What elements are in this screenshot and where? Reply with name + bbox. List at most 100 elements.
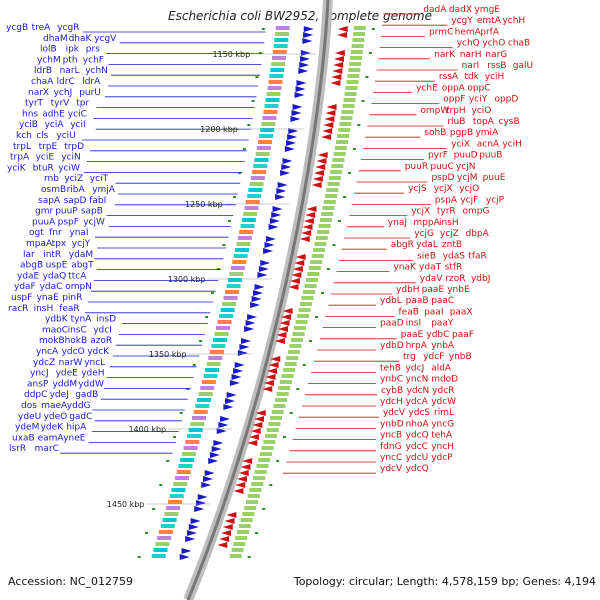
feature-block bbox=[241, 218, 256, 222]
forward-gene-label: ymjA bbox=[92, 185, 116, 195]
feature-block bbox=[294, 326, 307, 330]
forward-gene-label: ipk bbox=[66, 45, 80, 55]
feature-block bbox=[263, 440, 276, 444]
feature-block bbox=[211, 344, 226, 348]
reverse-gene-label: topA bbox=[473, 117, 495, 127]
feature-block bbox=[318, 224, 331, 228]
reverse-gene-label: ompG bbox=[462, 207, 489, 217]
feature-block bbox=[242, 512, 255, 516]
forward-gene-arrow bbox=[250, 302, 261, 308]
feature-block bbox=[314, 242, 327, 246]
reverse-gene-label: hemA bbox=[455, 27, 482, 37]
reverse-gene-arrow bbox=[334, 50, 345, 56]
reverse-gene-label: yciO bbox=[472, 106, 492, 116]
reverse-gene-label: ompW bbox=[420, 106, 449, 116]
forward-gene-label: ydaF bbox=[14, 282, 36, 292]
tick-dot bbox=[254, 532, 258, 534]
reverse-gene-label: ydbH bbox=[396, 285, 420, 295]
reverse-gene-arrow bbox=[314, 170, 325, 176]
feature-block bbox=[248, 188, 263, 192]
feature-glyph-layer bbox=[137, 26, 375, 560]
forward-gene-arrow bbox=[194, 506, 205, 512]
tick-dot bbox=[352, 148, 356, 150]
tick-dot bbox=[233, 196, 237, 198]
forward-gene-label: ycjW bbox=[83, 217, 105, 227]
kbp-marker-label: 1150 kbp bbox=[212, 50, 250, 59]
feature-block bbox=[219, 314, 234, 318]
feature-block bbox=[273, 44, 288, 48]
reverse-gene-label: ycjP bbox=[486, 195, 505, 205]
reverse-gene-label: rssB bbox=[487, 61, 506, 71]
feature-block bbox=[195, 404, 210, 408]
forward-gene-label: gadB bbox=[75, 390, 98, 400]
reverse-gene-label: galU bbox=[513, 61, 533, 71]
feature-block bbox=[333, 152, 346, 156]
forward-gene-label: yncJ bbox=[30, 369, 49, 379]
feature-block bbox=[230, 266, 245, 270]
forward-gene-label: tyrV bbox=[51, 99, 71, 109]
feature-block bbox=[254, 470, 267, 474]
forward-gene-label: abgT bbox=[71, 261, 94, 271]
reverse-gene-label: pgpB bbox=[450, 128, 473, 138]
forward-gene-label: ydbK bbox=[45, 315, 69, 325]
reverse-gene-arrow bbox=[270, 356, 281, 362]
feature-block bbox=[284, 362, 297, 366]
feature-block bbox=[353, 26, 366, 30]
feature-block bbox=[303, 290, 316, 294]
tick-dot bbox=[255, 76, 259, 78]
reverse-gene-label: yciY bbox=[469, 95, 488, 105]
feature-block bbox=[346, 80, 359, 84]
feature-block bbox=[350, 50, 363, 54]
feature-block bbox=[325, 194, 338, 198]
reverse-gene-arrow bbox=[299, 236, 310, 242]
forward-gene-label: ldrB bbox=[34, 66, 52, 76]
tick-dot bbox=[227, 220, 231, 222]
forward-gene-label: prs bbox=[86, 45, 100, 55]
topology-text: Topology: circular; Length: 4,578,159 bp… bbox=[293, 575, 596, 588]
reverse-gene-label: ydcH bbox=[380, 397, 403, 407]
feature-block bbox=[229, 272, 244, 276]
feature-block bbox=[281, 374, 294, 378]
reverse-gene-arrow bbox=[282, 308, 293, 314]
feature-block bbox=[192, 416, 207, 420]
feature-block bbox=[181, 452, 196, 456]
forward-gene-arrow bbox=[231, 374, 242, 380]
feature-block bbox=[212, 338, 227, 342]
tick-dot bbox=[269, 484, 273, 486]
forward-gene-arrow bbox=[239, 344, 250, 350]
forward-gene-arrow bbox=[300, 50, 311, 56]
feature-block bbox=[332, 158, 345, 162]
reverse-gene-arrow bbox=[219, 536, 230, 542]
feature-block bbox=[283, 368, 296, 372]
forward-gene-label: ycgB bbox=[6, 23, 28, 33]
reverse-gene-arrow bbox=[276, 332, 287, 338]
forward-gene-label: yciA bbox=[45, 120, 65, 130]
reverse-gene-arrow bbox=[233, 488, 244, 494]
feature-block bbox=[260, 128, 275, 132]
reverse-gene-label: puuE bbox=[483, 173, 506, 183]
reverse-gene-label: tyrR bbox=[437, 207, 456, 217]
feature-block bbox=[261, 446, 274, 450]
feature-block bbox=[237, 236, 252, 240]
forward-gene-label: dos bbox=[21, 401, 37, 411]
reverse-gene-label: narH bbox=[460, 50, 482, 60]
kbp-marker-label: 1250 kbp bbox=[185, 200, 223, 209]
forward-gene-label: pth bbox=[63, 55, 78, 65]
reverse-gene-label: dbpA bbox=[465, 229, 489, 239]
feature-block bbox=[259, 452, 272, 456]
forward-gene-label: trpD bbox=[64, 142, 84, 152]
tick-dot bbox=[302, 364, 306, 366]
feature-block bbox=[187, 434, 202, 438]
reverse-gene-label: prmC bbox=[429, 27, 453, 37]
reverse-gene-label: sieB bbox=[417, 251, 436, 261]
forward-gene-label: yddW bbox=[78, 379, 104, 389]
reverse-gene-arrow bbox=[217, 542, 228, 548]
forward-gene-arrow bbox=[220, 416, 231, 422]
feature-block bbox=[208, 356, 223, 360]
forward-gene-arrow bbox=[264, 242, 275, 248]
reverse-gene-label: oppC bbox=[467, 83, 490, 93]
forward-gene-label: ydeU bbox=[18, 412, 41, 422]
tick-dot bbox=[315, 316, 319, 318]
feature-block bbox=[167, 500, 182, 504]
reverse-gene-label: paaC bbox=[431, 296, 454, 306]
